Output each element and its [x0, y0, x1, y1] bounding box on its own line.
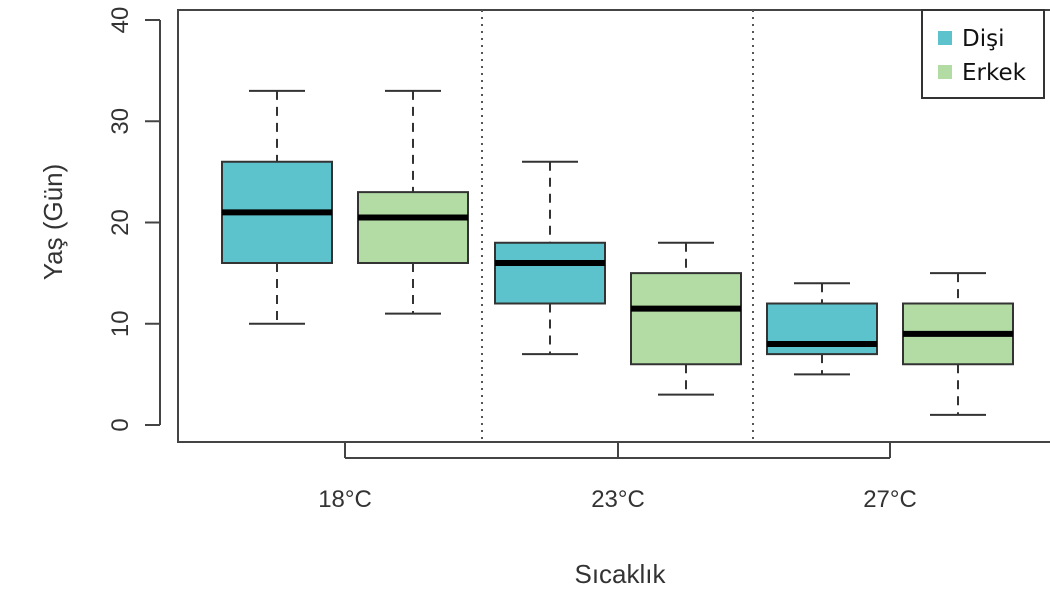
x-tick-label: 27°C — [863, 486, 917, 513]
legend-label: Dişi — [962, 26, 1004, 52]
legend-swatch — [938, 31, 952, 45]
boxes — [221, 89, 1014, 416]
iqr-box — [494, 241, 606, 305]
box-erkek-23C — [630, 241, 742, 396]
legend: Dişi Erkek — [921, 9, 1045, 99]
y-tick-label: 0 — [107, 418, 134, 431]
legend-swatch — [938, 65, 952, 79]
x-axis-label: Sıcaklık — [574, 559, 666, 589]
legend-label: Erkek — [962, 60, 1027, 86]
y-tick-label: 30 — [107, 108, 134, 135]
iqr-box — [630, 272, 742, 366]
x-tick-label: 23°C — [591, 486, 645, 513]
y-axis-label: Yaş (Gün) — [38, 164, 68, 281]
y-tick-label: 40 — [107, 7, 134, 34]
y-tick-label: 20 — [107, 209, 134, 236]
plot-frame — [177, 9, 1050, 443]
box-erkek-27C — [902, 272, 1014, 416]
box-dişi-23C — [494, 160, 606, 356]
legend-box — [921, 9, 1045, 99]
plot-border — [177, 9, 1050, 443]
box-dişi-18C — [221, 89, 333, 325]
box-erkek-18C — [357, 89, 469, 315]
iqr-box — [357, 191, 469, 264]
y-axis: 0 10 20 30 40 — [107, 7, 161, 432]
box-dişi-27C — [766, 282, 878, 376]
group-separators — [481, 10, 754, 442]
y-tick-label: 10 — [107, 310, 134, 337]
x-tick-label: 18°C — [318, 486, 372, 513]
x-axis: 18°C 23°C 27°C — [318, 442, 917, 513]
